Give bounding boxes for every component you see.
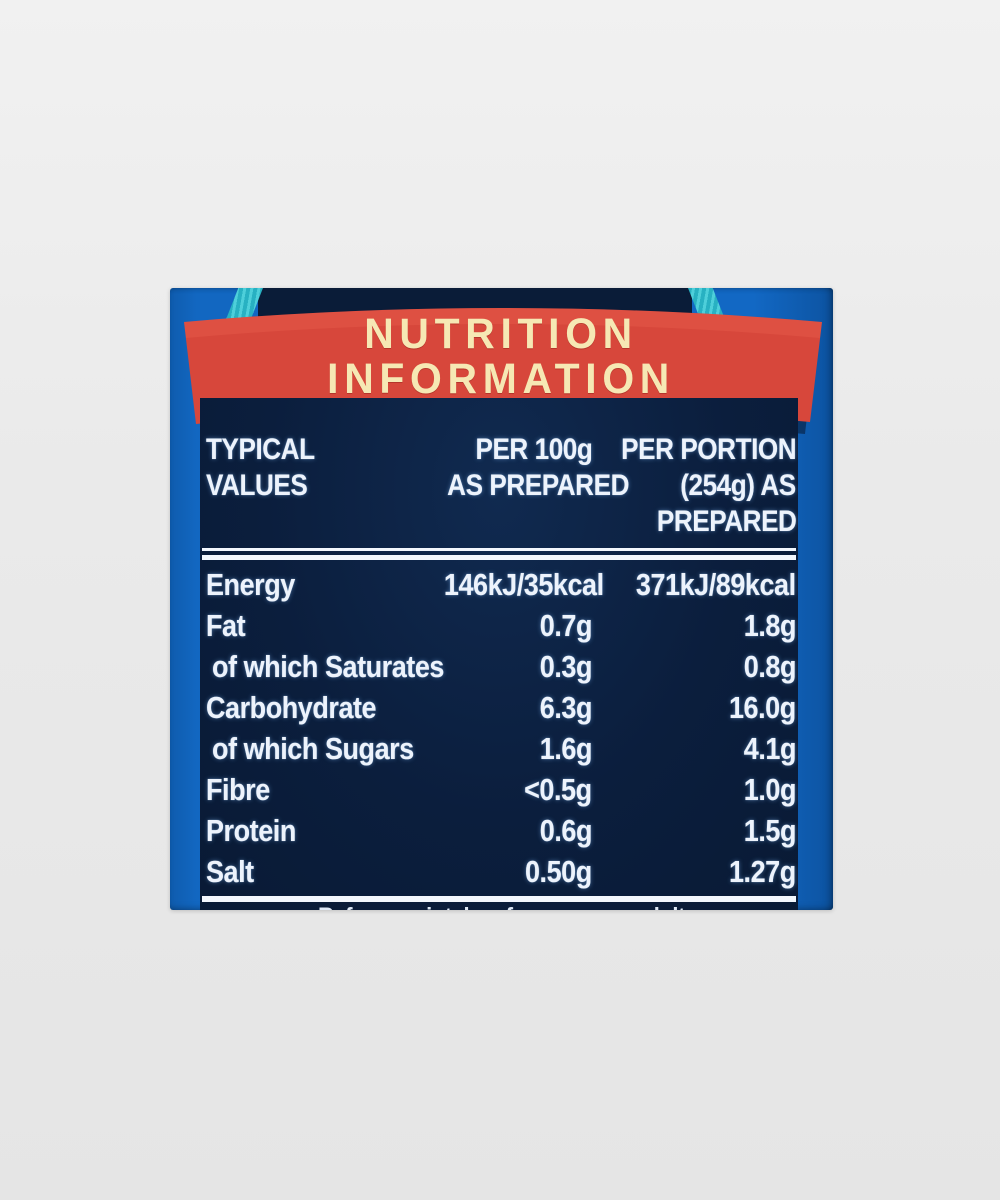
row-label: of which Sugars: [212, 731, 414, 766]
nutrition-label-photo: NUTRITION INFORMATION TYPICAL VALUES PER…: [170, 288, 833, 910]
nutrition-panel: [200, 398, 798, 910]
row-value-per-portion: 16.0g: [729, 690, 796, 725]
table-row: Salt 0.50g 1.27g: [202, 851, 796, 892]
row-label: Salt: [206, 854, 254, 889]
table-row: Carbohydrate 6.3g 16.0g: [202, 687, 796, 728]
row-label: Energy: [206, 567, 295, 602]
header-line: PREPARED: [656, 505, 796, 538]
header-line: PER 100g: [475, 433, 592, 466]
row-label: Fat: [206, 608, 246, 643]
header-separator-double-rule: [202, 548, 796, 560]
row-value-per-100g: 146kJ/35kcal: [443, 567, 604, 602]
table-row: Protein 0.6g 1.5g: [202, 810, 796, 851]
table-row: Fibre <0.5g 1.0g: [202, 769, 796, 810]
row-value-per-100g: 0.3g: [539, 649, 593, 684]
row-value-per-portion: 1.8g: [743, 608, 797, 643]
table-row: of which Saturates 0.3g 0.8g: [202, 646, 796, 687]
row-value-per-portion: 1.0g: [743, 772, 797, 807]
row-value-per-100g: 0.50g: [525, 854, 592, 889]
bottom-rule: [202, 896, 796, 902]
row-value-per-100g: 0.6g: [539, 813, 593, 848]
row-value-per-100g: <0.5g: [524, 772, 592, 807]
row-value-per-100g: 0.7g: [539, 608, 593, 643]
row-label: Carbohydrate: [206, 690, 377, 725]
nutrition-table: TYPICAL VALUES PER 100g AS PREPARED PER …: [202, 432, 796, 902]
row-label: Protein: [206, 813, 296, 848]
header-per-portion: PER PORTION (254g) AS PREPARED: [592, 432, 796, 540]
table-header: TYPICAL VALUES PER 100g AS PREPARED PER …: [202, 432, 796, 540]
banner-title-line1: NUTRITION: [364, 310, 639, 358]
header-per-100g: PER 100g AS PREPARED: [420, 432, 629, 540]
row-value-per-portion: 1.5g: [743, 813, 797, 848]
banner-title-line2: INFORMATION: [327, 355, 676, 403]
header-line: PER PORTION: [620, 433, 796, 466]
table-rows: Energy 146kJ/35kcal 371kJ/89kcal Fat 0.7…: [202, 564, 796, 892]
header-typical-values: TYPICAL VALUES: [202, 432, 420, 540]
row-value-per-portion: 1.27g: [729, 854, 796, 889]
table-row: of which Sugars 1.6g 4.1g: [202, 728, 796, 769]
header-line: AS PREPARED: [447, 469, 629, 502]
footnote-partial-clipped: Reference intake of an average adult: [170, 905, 833, 911]
row-value-per-100g: 6.3g: [539, 690, 593, 725]
table-row: Energy 146kJ/35kcal 371kJ/89kcal: [202, 564, 796, 605]
header-line: (254g) AS: [680, 469, 796, 502]
banner-title: NUTRITION INFORMATION: [204, 312, 799, 402]
row-value-per-100g: 1.6g: [539, 731, 593, 766]
row-value-per-portion: 371kJ/89kcal: [636, 567, 796, 602]
row-value-per-portion: 0.8g: [743, 649, 797, 684]
footnote-text: Reference intake of an average adult: [318, 905, 685, 911]
row-label: Fibre: [206, 772, 270, 807]
row-value-per-portion: 4.1g: [743, 731, 797, 766]
row-label: of which Saturates: [212, 649, 444, 684]
table-row: Fat 0.7g 1.8g: [202, 605, 796, 646]
header-line: VALUES: [206, 469, 308, 502]
header-line: TYPICAL: [206, 433, 315, 466]
